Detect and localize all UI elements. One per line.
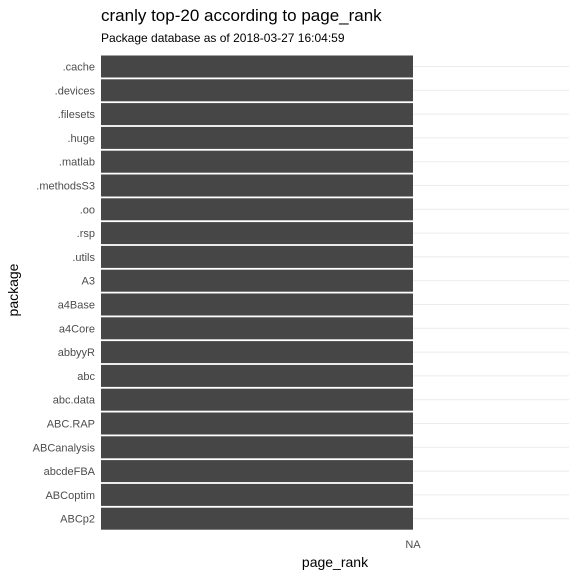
bar: [101, 436, 413, 459]
x-axis-title: page_rank: [302, 554, 369, 570]
x-tick-label: NA: [405, 539, 421, 551]
y-tick-label: .methodsS3: [36, 181, 95, 193]
chart-title: cranly top-20 according to page_rank: [101, 6, 382, 25]
y-tick-label: .cache: [63, 62, 95, 74]
chart-subtitle: Package database as of 2018-03-27 16:04:…: [101, 31, 345, 45]
bars: [101, 55, 413, 530]
bar: [101, 341, 413, 364]
y-tick-label: .devices: [55, 85, 96, 97]
y-tick-label: .huge: [67, 133, 95, 145]
bar: [101, 293, 413, 316]
y-tick-label: ABCanalysis: [33, 442, 96, 454]
y-tick-label: ABCoptim: [45, 490, 95, 502]
y-tick-label: a4Base: [58, 300, 95, 312]
y-axis-title: package: [5, 263, 21, 316]
y-tick-label: .utils: [72, 252, 95, 264]
bar: [101, 364, 413, 387]
y-tick-label: .matlab: [59, 157, 95, 169]
y-tick-label: .filesets: [58, 109, 96, 121]
bar: [101, 269, 413, 292]
bar: [101, 317, 413, 340]
y-tick-label: .rsp: [77, 228, 95, 240]
y-tick-label: abc.data: [53, 395, 96, 407]
y-tick-labels: .cache .devices .filesets .huge .matlab .meth…: [33, 62, 96, 526]
bar: [101, 388, 413, 411]
bar: [101, 103, 413, 126]
y-tick-label: .oo: [80, 204, 95, 216]
y-tick-label: abc: [77, 371, 95, 383]
y-tick-label: a4Core: [59, 323, 95, 335]
y-tick-label: abbyyR: [58, 347, 95, 359]
y-tick-label: ABCp2: [60, 514, 95, 526]
bar: [101, 126, 413, 149]
y-tick-label: abcdeFBA: [44, 466, 96, 478]
bar: [101, 198, 413, 221]
bar: [101, 222, 413, 245]
bar: [101, 483, 413, 506]
bar: [101, 174, 413, 197]
y-tick-label: A3: [82, 276, 95, 288]
bar: [101, 150, 413, 173]
bar: [101, 412, 413, 435]
bar: [101, 460, 413, 483]
bar: [101, 55, 413, 78]
bar: [101, 79, 413, 102]
y-tick-label: ABC.RAP: [47, 419, 95, 431]
bar: [101, 245, 413, 268]
x-tick-labels: NA: [405, 539, 421, 551]
bar: [101, 507, 413, 530]
